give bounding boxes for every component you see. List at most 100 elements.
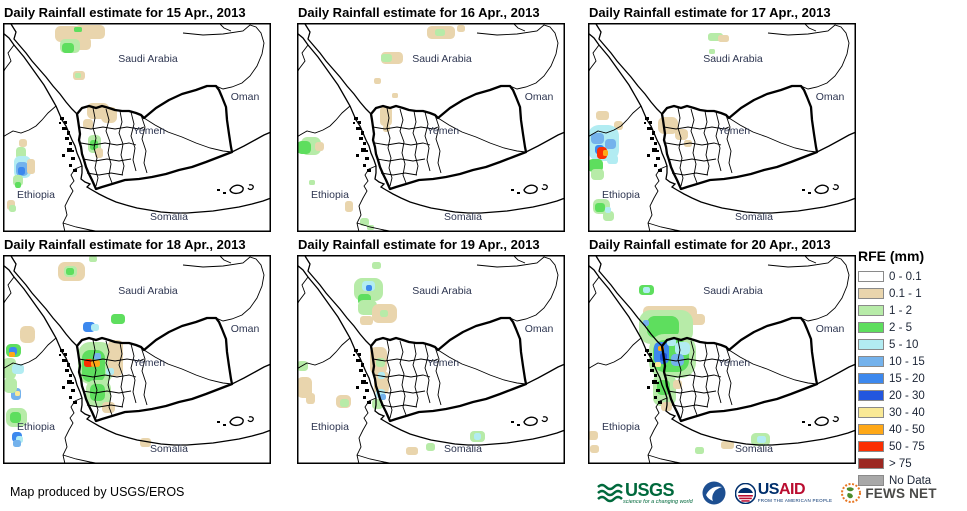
noaa-logo xyxy=(702,481,726,505)
island-speckle xyxy=(649,353,652,356)
legend-label: 2 - 5 xyxy=(889,321,913,334)
country-border xyxy=(725,114,733,174)
island-speckle xyxy=(652,148,657,152)
rainfall-patch xyxy=(15,182,21,188)
island-speckle xyxy=(62,359,67,362)
country-border xyxy=(218,23,232,32)
rainfall-patch xyxy=(671,354,684,366)
coastline xyxy=(304,255,372,347)
country-border xyxy=(218,255,232,264)
island-speckle xyxy=(645,117,649,120)
rainfall-patch xyxy=(607,155,618,164)
island-speckle xyxy=(356,386,359,389)
country-border xyxy=(380,172,418,176)
rainfall-patch xyxy=(15,391,20,396)
rainfall-patch xyxy=(140,438,151,447)
country-border xyxy=(80,374,137,378)
map-background xyxy=(588,255,856,464)
rainfall-patch xyxy=(374,78,381,84)
yemen-border xyxy=(75,84,234,191)
country-label: Ethiopia xyxy=(17,189,55,201)
rainfall-patch xyxy=(12,364,24,374)
country-border xyxy=(803,255,817,264)
country-label: Yemen xyxy=(718,357,750,369)
coastline xyxy=(297,264,565,446)
map-frame xyxy=(588,23,856,232)
island-speckle xyxy=(363,164,366,167)
island-speckle xyxy=(654,142,657,145)
rainfall-patch xyxy=(595,203,605,212)
rainfall-patch xyxy=(4,378,17,393)
rainfall-patch xyxy=(406,447,418,455)
usgs-wave-icon xyxy=(597,483,623,503)
coastline xyxy=(3,32,271,214)
rainfall-patch xyxy=(19,139,27,147)
rainfall-map: Saudi Arabia Oman Yemen Ethiopia Somalia xyxy=(297,255,565,464)
country-label: Somalia xyxy=(444,211,482,223)
islet xyxy=(541,184,548,191)
country-border xyxy=(647,165,668,232)
country-border xyxy=(182,256,265,322)
rainfall-patch xyxy=(372,262,381,269)
country-border xyxy=(356,397,377,464)
map-background xyxy=(297,255,565,464)
rainfall-patch xyxy=(360,218,369,226)
legend-swatch xyxy=(858,373,884,384)
rainfall-patch xyxy=(643,287,650,293)
country-border xyxy=(62,165,83,232)
country-border xyxy=(665,142,722,146)
country-border xyxy=(297,105,351,138)
rainfall-patch xyxy=(603,211,614,221)
country-label: Saudi Arabia xyxy=(412,53,472,65)
country-label: Yemen xyxy=(133,125,165,137)
country-border xyxy=(143,349,233,385)
country-border xyxy=(380,404,418,408)
islet xyxy=(247,184,254,191)
country-border xyxy=(667,390,717,394)
rainfall-patch xyxy=(614,121,623,130)
rainfall-patch xyxy=(89,256,97,262)
legend-label: 5 - 10 xyxy=(889,338,919,351)
island-speckle xyxy=(647,359,652,362)
panel-title: Daily Rainfall estimate for 19 Apr., 201… xyxy=(298,237,540,252)
rainfall-patch xyxy=(591,169,604,180)
island-speckle xyxy=(647,154,650,157)
legend-label: 50 - 75 xyxy=(889,440,925,453)
rainfall-patch xyxy=(392,93,398,98)
country-label: Yemen xyxy=(133,357,165,369)
rainfall-patch xyxy=(457,25,465,32)
coastline xyxy=(525,131,565,153)
country-border xyxy=(434,346,442,406)
rainfall-map: Saudi Arabia Oman Yemen Ethiopia Somalia xyxy=(588,255,856,464)
map-panel: Daily Rainfall estimate for 20 Apr., 201… xyxy=(588,237,856,464)
rainfall-patch xyxy=(297,377,312,398)
map-background xyxy=(3,23,271,232)
rainfall-patch xyxy=(297,141,311,154)
island-speckle xyxy=(353,122,355,124)
country-label: Somalia xyxy=(735,211,773,223)
island-speckle xyxy=(354,349,358,352)
rainfall-patch xyxy=(75,73,81,78)
usaid-aid-text: AID xyxy=(778,481,806,499)
rainfall-patch xyxy=(10,412,21,423)
legend-label: 10 - 15 xyxy=(889,355,925,368)
coastline xyxy=(595,23,663,115)
rainfall-patch xyxy=(18,167,25,175)
legend-swatch xyxy=(858,390,884,401)
island-speckle xyxy=(72,382,74,384)
island-speckle xyxy=(363,396,366,399)
country-border xyxy=(140,114,148,174)
legend-rows: 0 - 0.1 0.1 - 1 1 - 2 2 - 5 5 - 10 10 - 15 15 … xyxy=(858,268,966,489)
country-border xyxy=(725,346,733,406)
country-border xyxy=(588,105,642,138)
rainfall-map: Saudi Arabia Oman Yemen Ethiopia Somalia xyxy=(588,23,856,232)
legend-label: 40 - 50 xyxy=(889,423,925,436)
legend-row: 30 - 40 xyxy=(858,404,966,421)
rainfall-patch xyxy=(83,119,93,129)
socotra-island xyxy=(523,416,538,427)
rainfall-patch xyxy=(95,148,103,158)
island-speckle xyxy=(62,386,65,389)
usaid-tagline: FROM THE AMERICAN PEOPLE xyxy=(757,498,833,504)
island-speckle xyxy=(656,389,660,392)
island-speckle xyxy=(67,380,72,384)
